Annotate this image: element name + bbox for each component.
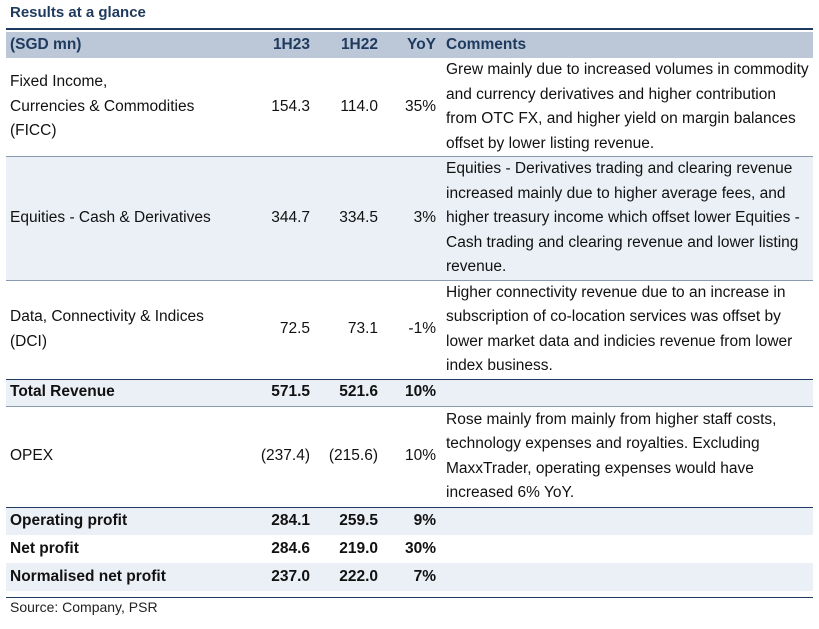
header-label: (SGD mn) — [10, 36, 82, 53]
header-1h22: 1H22 — [340, 36, 378, 53]
table-row: Net profit 284.6 219.0 30% — [6, 535, 813, 563]
row-comment — [440, 506, 813, 535]
row-1h23: 237.0 — [271, 567, 310, 585]
header-yoy: YoY — [407, 36, 436, 53]
table-row: Equities - Cash & Derivatives 344.7 334.… — [6, 156, 813, 281]
row-1h22: 259.5 — [314, 506, 382, 535]
row-1h23: (237.4) — [260, 447, 310, 465]
row-1h22: 222.0 — [339, 567, 378, 585]
row-label: Equities - Cash & Derivatives — [6, 156, 234, 281]
bottom-rule — [6, 597, 813, 598]
row-1h22: 521.6 — [314, 378, 382, 407]
row-yoy: 10% — [382, 378, 440, 407]
row-label: Data, Connectivity & Indices (DCI) — [10, 308, 204, 350]
row-comment: Rose mainly from mainly from higher staf… — [446, 410, 777, 502]
header-1h23: 1H23 — [272, 36, 310, 53]
row-yoy: 10% — [404, 447, 436, 465]
row-1h23: 72.5 — [279, 320, 310, 338]
row-comment — [440, 535, 813, 563]
row-comment — [440, 378, 813, 407]
table-row: Fixed Income, Currencies & Commodities (… — [6, 58, 813, 157]
row-1h23: 284.6 — [271, 539, 310, 557]
table-row: Normalised net profit 237.0 222.0 7% — [6, 563, 813, 591]
row-1h22: 334.5 — [314, 156, 382, 281]
row-1h22: (215.6) — [328, 447, 378, 465]
row-yoy: -1% — [408, 320, 436, 338]
table-row: OPEX (237.4) (215.6) 10% Rose mainly fro… — [6, 406, 813, 507]
results-table: (SGD mn) 1H23 1H22 YoY Comments Fixed In… — [6, 32, 813, 591]
row-yoy: 3% — [382, 156, 440, 281]
row-1h23: 344.7 — [234, 156, 314, 281]
table-row: Operating profit 284.1 259.5 9% — [6, 506, 813, 535]
header-comments: Comments — [446, 36, 527, 53]
row-1h23: 571.5 — [234, 378, 314, 407]
title-rule — [6, 28, 813, 30]
row-comment — [440, 563, 813, 591]
row-yoy: 35% — [382, 58, 440, 157]
row-1h22: 73.1 — [347, 320, 378, 338]
table-row: Data, Connectivity & Indices (DCI) 72.5 … — [6, 280, 813, 379]
header-row: (SGD mn) 1H23 1H22 YoY Comments — [6, 32, 813, 58]
row-yoy: 9% — [382, 506, 440, 535]
table-row-total: Total Revenue 571.5 521.6 10% — [6, 378, 813, 407]
table-title: Results at a glance — [10, 4, 146, 21]
row-1h22: 219.0 — [339, 539, 378, 557]
row-label: OPEX — [10, 447, 54, 465]
row-comment: Grew mainly due to increased volumes in … — [440, 58, 813, 157]
row-yoy: 7% — [413, 567, 436, 585]
row-label: Total Revenue — [6, 378, 234, 407]
source-note: Source: Company, PSR — [10, 599, 158, 615]
row-label: Net profit — [10, 539, 79, 557]
row-label: Fixed Income, Currencies & Commodities (… — [6, 58, 234, 157]
row-label: Operating profit — [6, 506, 234, 535]
row-1h23: 154.3 — [234, 58, 314, 157]
row-label: Normalised net profit — [10, 567, 166, 585]
row-1h22: 114.0 — [314, 58, 382, 157]
row-comment: Equities - Derivatives trading and clear… — [440, 156, 813, 281]
row-yoy: 30% — [404, 539, 436, 557]
row-1h23: 284.1 — [234, 506, 314, 535]
row-comment: Higher connectivity revenue due to an in… — [446, 283, 793, 375]
